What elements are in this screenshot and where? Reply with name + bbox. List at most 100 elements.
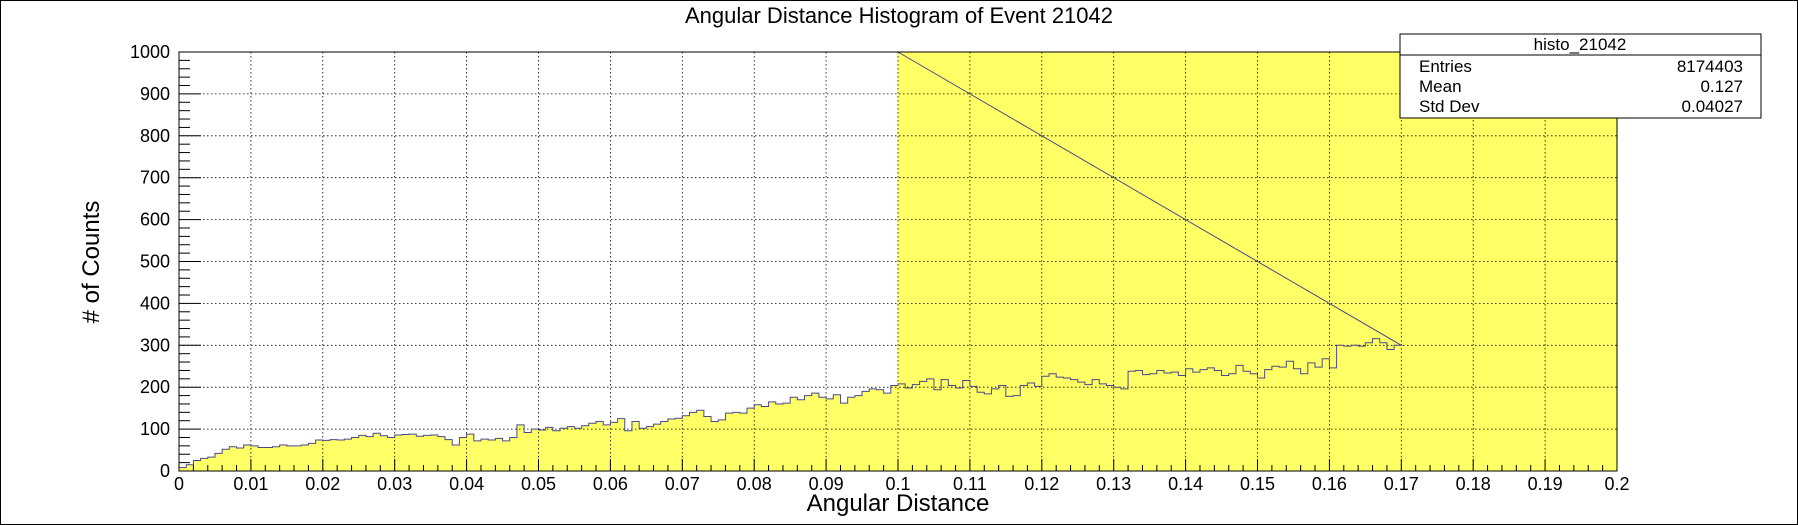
x-tick-label: 0.08 xyxy=(737,474,772,494)
histogram-bar xyxy=(567,426,575,471)
histogram-bar xyxy=(495,438,503,471)
histogram-bar xyxy=(452,445,460,471)
x-axis: 0 0.01 0.02 0.03 0.04 0.05 0.06 0.07 0.08 0.09 0.1… xyxy=(174,459,1630,494)
histogram-bar xyxy=(624,430,633,471)
histogram-bar xyxy=(524,432,532,471)
histogram-bar xyxy=(854,395,863,471)
x-tick-label: 0.14 xyxy=(1168,474,1203,494)
histogram-bar xyxy=(294,445,302,471)
y-axis-title: # of Counts xyxy=(78,201,105,324)
x-tick-label: 0.06 xyxy=(593,474,628,494)
histogram-bar xyxy=(473,440,482,471)
histogram-bar xyxy=(610,422,618,471)
x-axis-title: Angular Distance xyxy=(807,490,990,517)
stats-stddev-value: 0.04027 xyxy=(1682,97,1743,116)
histogram-bar xyxy=(782,403,791,471)
x-tick-label: 0.2 xyxy=(1604,474,1629,494)
histogram-bar xyxy=(250,445,259,471)
histogram-bar xyxy=(862,391,870,471)
histogram-bar xyxy=(682,415,690,471)
histogram-bar xyxy=(667,419,676,471)
y-tick-label: 700 xyxy=(140,168,170,188)
stats-box-frame xyxy=(1399,33,1762,119)
histogram-bar xyxy=(279,445,288,471)
histogram-bar xyxy=(214,453,223,471)
histogram-bar xyxy=(646,426,654,471)
x-tick-label: 0.05 xyxy=(521,474,556,494)
y-tick-label: 400 xyxy=(140,293,170,313)
histogram-bar xyxy=(516,424,525,471)
histogram-bar xyxy=(596,421,604,471)
histogram-bar xyxy=(588,423,597,471)
stats-mean-label: Mean xyxy=(1419,77,1462,96)
stats-stddev-label: Std Dev xyxy=(1419,97,1480,116)
histogram-bar xyxy=(833,394,841,471)
histogram-bar xyxy=(840,403,849,471)
y-tick-label: 600 xyxy=(140,210,170,230)
y-tick-label: 300 xyxy=(140,335,170,355)
x-tick-label: 0.15 xyxy=(1240,474,1275,494)
histogram-bar xyxy=(423,435,432,471)
histogram-bar xyxy=(200,458,209,471)
histogram-bar xyxy=(207,457,216,471)
x-tick-label: 0.11 xyxy=(953,474,987,494)
histogram-bar xyxy=(631,421,640,471)
x-tick-label: 0.12 xyxy=(1024,474,1059,494)
x-tick-label: 0.1 xyxy=(885,474,910,494)
y-tick-label: 500 xyxy=(140,252,170,272)
histogram-bar xyxy=(229,446,237,471)
y-tick-label: 800 xyxy=(140,126,170,146)
histogram-bar xyxy=(351,437,360,471)
histogram-bar xyxy=(826,398,834,471)
histogram-bar xyxy=(675,418,683,471)
histogram-bar xyxy=(258,447,266,471)
chart-title: Angular Distance Histogram of Event 2104… xyxy=(685,3,1113,28)
histogram-bar xyxy=(373,433,381,471)
stats-box-name: histo_21042 xyxy=(1534,35,1627,54)
histogram-bar xyxy=(775,403,784,471)
histogram-bar xyxy=(761,406,769,471)
x-tick-label: 0.17 xyxy=(1384,474,1419,494)
histogram-bar xyxy=(797,399,805,471)
histogram-step-line xyxy=(178,51,1404,471)
histogram-bar xyxy=(617,418,626,471)
histogram-bar xyxy=(552,430,561,471)
histogram-bar xyxy=(272,446,281,471)
y-tick-label: 900 xyxy=(140,84,170,104)
y-axis: 0 100 200 300 400 500 600 700 800 900 1000 xyxy=(130,42,201,481)
x-tick-label: 0.02 xyxy=(305,474,340,494)
histogram-bar xyxy=(754,404,762,471)
x-tick-label: 0.01 xyxy=(233,474,268,494)
histogram-bar xyxy=(466,434,475,471)
x-tick-label: 0.07 xyxy=(665,474,700,494)
histogram-bar xyxy=(660,421,669,471)
histogram-bar xyxy=(416,436,424,471)
histogram-bar xyxy=(459,437,467,471)
grid-lines xyxy=(179,52,1617,471)
x-tick-label: 0.16 xyxy=(1312,474,1347,494)
histogram-bar xyxy=(653,424,662,471)
histogram-bar xyxy=(545,427,554,471)
histogram-bar xyxy=(358,435,367,471)
histogram-bar xyxy=(502,440,511,471)
histogram-bar xyxy=(430,434,439,471)
histogram-bar xyxy=(574,428,583,471)
histogram-bar xyxy=(790,397,798,471)
histogram-bar xyxy=(639,428,647,471)
histogram-bar xyxy=(818,397,827,471)
histogram-bar xyxy=(768,401,777,471)
histogram-bar xyxy=(337,439,345,471)
histogram-bar xyxy=(243,445,252,471)
histogram-bar xyxy=(711,421,719,471)
histogram-bar xyxy=(531,429,539,471)
x-tick-label: 0 xyxy=(174,474,184,494)
histogram-bar xyxy=(696,410,705,471)
x-tick-label: 0.18 xyxy=(1456,474,1491,494)
histogram-bar xyxy=(876,389,885,471)
x-tick-label: 0.04 xyxy=(449,474,484,494)
histogram-bar xyxy=(409,434,417,471)
stats-box: histo_21042 Entries 8174403 Mean 0.127 S… xyxy=(1399,33,1762,119)
histogram-bar xyxy=(394,434,403,471)
histogram-bar xyxy=(804,395,813,471)
